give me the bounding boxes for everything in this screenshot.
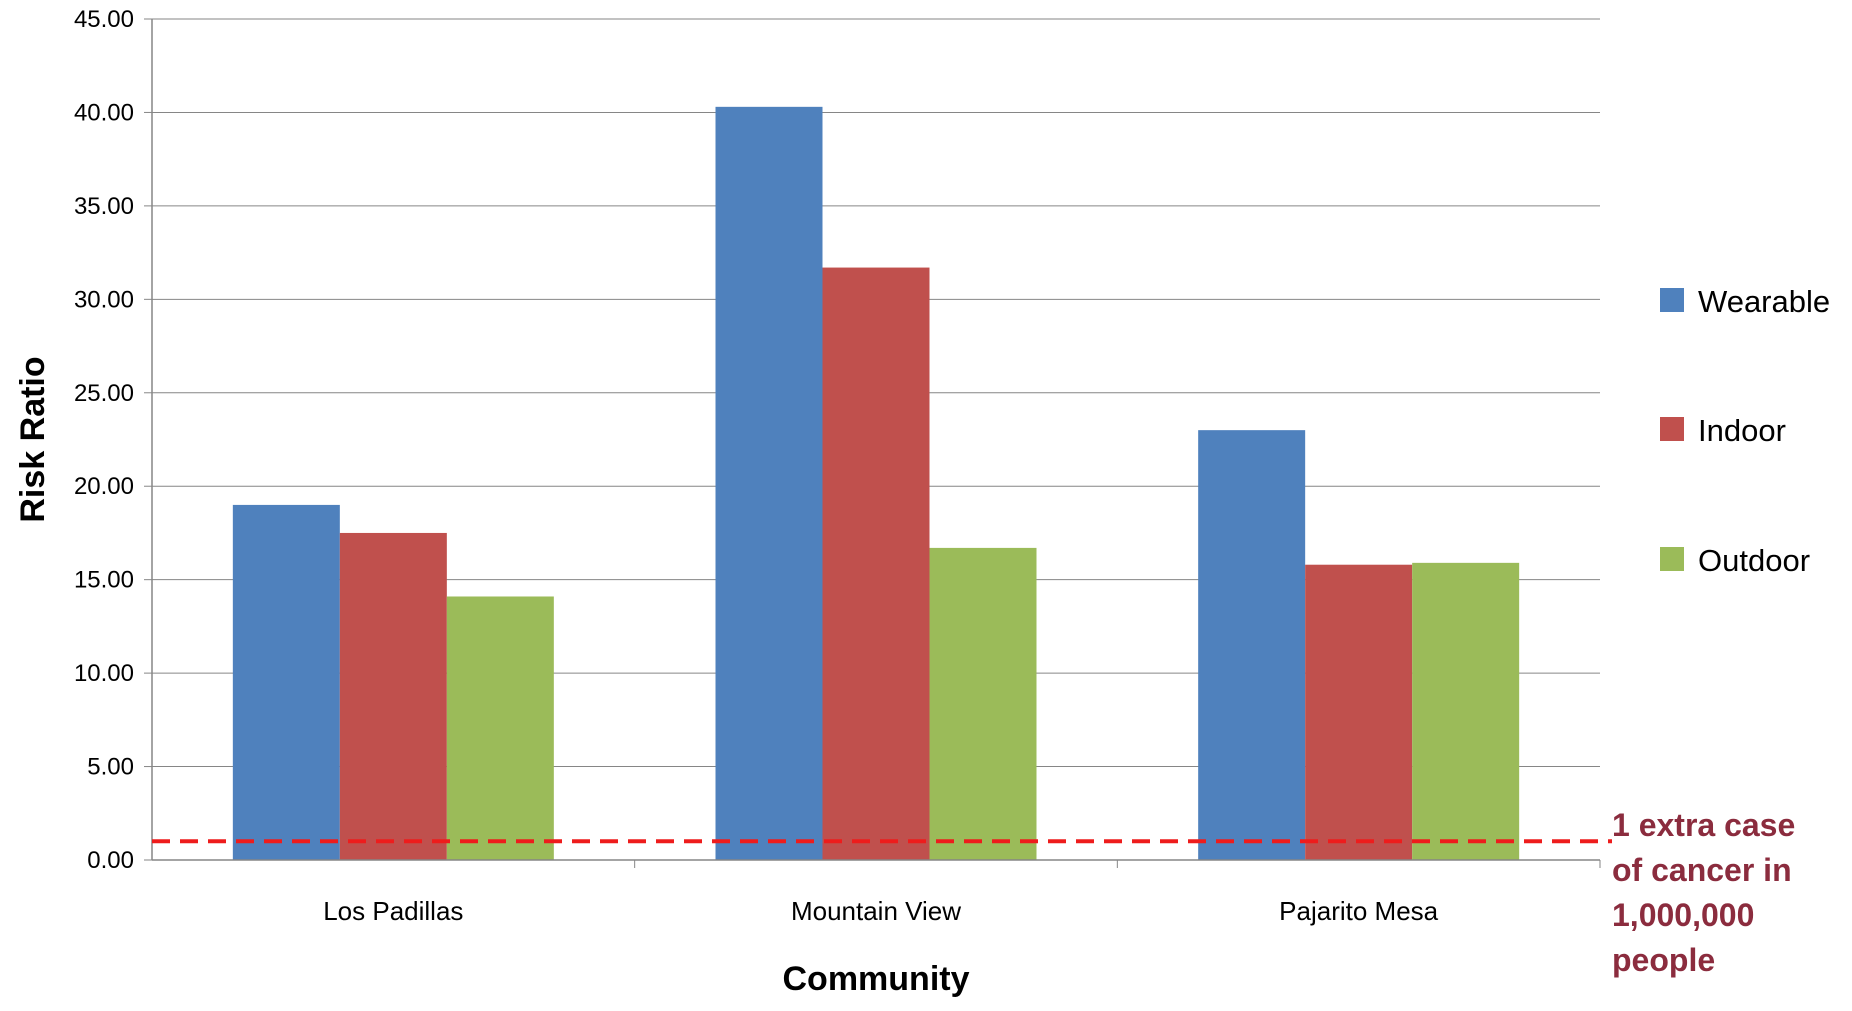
y-tick-label: 5.00 <box>87 754 134 781</box>
legend-swatch-indoor <box>1660 417 1684 441</box>
y-tick-label: 15.00 <box>74 567 134 594</box>
reference-line-label: 1 extra case <box>1612 807 1795 843</box>
bar-indoor-mountain-view <box>822 267 930 860</box>
x-axis-title: Community <box>783 960 970 998</box>
y-tick-label: 40.00 <box>74 99 134 126</box>
bar-outdoor-pajarito-mesa <box>1412 562 1520 860</box>
legend-swatch-outdoor <box>1660 547 1684 571</box>
axes: 0.00 5.00 10.00 15.00 20.00 25.00 30.00 35.00 40… <box>74 6 1601 926</box>
legend-swatch-wearable <box>1660 288 1684 312</box>
legend-label-wearable: Wearable <box>1698 284 1830 319</box>
legend-label-outdoor: Outdoor <box>1698 543 1810 578</box>
reference-line-label: of cancer in <box>1612 852 1792 888</box>
bar-wearable-mountain-view <box>715 106 823 861</box>
reference-line-label: 1,000,000 <box>1612 897 1754 933</box>
y-tick-label: 10.00 <box>74 660 134 687</box>
y-axis-title: Risk Ratio <box>14 356 52 522</box>
bars <box>232 106 1520 861</box>
reference-line-group: 1 extra case of cancer in 1,000,000 people <box>152 807 1795 978</box>
bar-indoor-pajarito-mesa <box>1305 564 1413 860</box>
legend-label-indoor: Indoor <box>1698 413 1786 448</box>
y-tick-label: 35.00 <box>74 193 134 220</box>
y-tick-label: 25.00 <box>74 380 134 407</box>
y-tick-label: 30.00 <box>74 286 134 313</box>
legend: Wearable Indoor Outdoor <box>1660 284 1830 578</box>
y-tick-label: 45.00 <box>74 6 134 33</box>
bar-wearable-los-padillas <box>232 504 340 860</box>
y-tick-label: 0.00 <box>87 847 134 874</box>
reference-line-label: people <box>1612 942 1715 978</box>
y-tick-label: 20.00 <box>74 473 134 500</box>
x-tick-label: Mountain View <box>791 896 961 926</box>
bar-outdoor-los-padillas <box>446 596 554 860</box>
bar-outdoor-mountain-view <box>929 547 1037 860</box>
x-tick-label: Los Padillas <box>323 896 463 926</box>
x-tick-label: Pajarito Mesa <box>1279 896 1438 926</box>
bar-indoor-los-padillas <box>339 532 447 860</box>
bar-wearable-pajarito-mesa <box>1198 430 1306 860</box>
